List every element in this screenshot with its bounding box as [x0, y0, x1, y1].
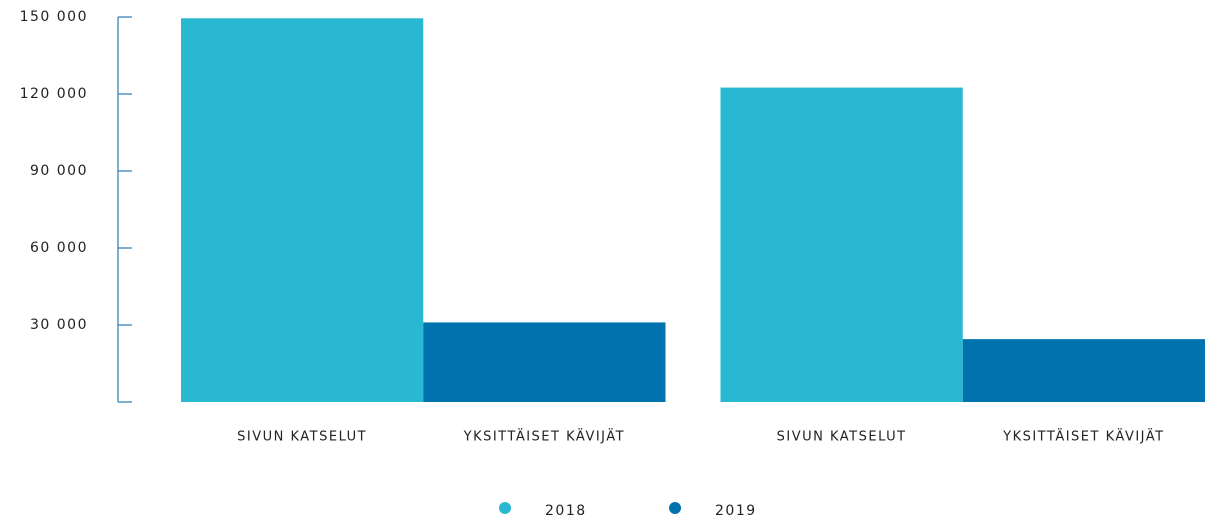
legend-marker [499, 502, 511, 514]
legend-marker [669, 502, 681, 514]
legend-label: 2019 [715, 503, 757, 519]
bar [181, 18, 424, 403]
legend-label: 2018 [545, 503, 587, 519]
x-tick-label: SIVUN KATSELUT [237, 430, 367, 445]
bar [720, 87, 963, 402]
y-tick-label: 90 000 [30, 163, 88, 179]
y-tick-label: 60 000 [30, 240, 88, 256]
x-tick-label: YKSITTÄISET KÄVIJÄT [1002, 429, 1164, 445]
bar [423, 322, 666, 402]
x-tick-label: YKSITTÄISET KÄVIJÄT [463, 429, 625, 445]
x-tick-label: SIVUN KATSELUT [777, 430, 907, 445]
y-tick-label: 30 000 [30, 317, 88, 333]
bar [962, 339, 1205, 402]
y-tick-label: 150 000 [20, 9, 88, 25]
y-tick-label: 120 000 [20, 86, 88, 102]
